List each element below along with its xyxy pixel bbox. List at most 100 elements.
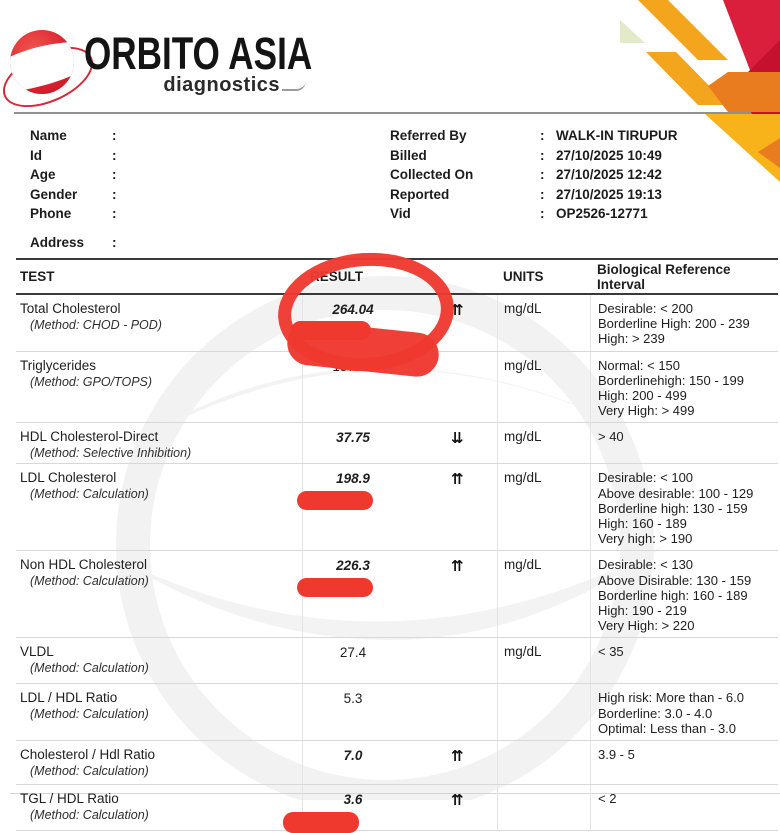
- abnormal-arrow-icon: ⇈: [451, 558, 464, 576]
- reference-line: Very High: > 499: [598, 403, 695, 419]
- test-cell: Non HDL Cholesterol (Method: Calculation…: [16, 551, 302, 637]
- reference-line: Borderlinehigh: 150 - 199: [598, 372, 744, 388]
- result-value: 7.0: [343, 748, 363, 764]
- field-label: Age: [30, 167, 56, 182]
- table-row: VLDL (Method: Calculation) 27.4 mg/dL: [16, 638, 778, 685]
- test-method: (Method: Calculation): [30, 661, 149, 676]
- patient-field-row: Name :: [30, 128, 128, 148]
- tagline-squiggle-icon: [282, 81, 306, 91]
- reference-line: > 40: [598, 429, 624, 445]
- field-label: Gender: [30, 186, 78, 202]
- reference-line: < 2: [598, 791, 617, 807]
- field-value: OP2526-12771: [556, 206, 648, 221]
- reference-line: Borderline High: 200 - 239: [598, 316, 750, 332]
- test-method: (Method: Calculation): [30, 707, 149, 722]
- field-colon: :: [112, 147, 117, 163]
- units-cell: mg/dL: [497, 423, 590, 464]
- reference-line: Very High: > 220: [598, 618, 695, 634]
- reference-line: Desirable: < 130: [598, 557, 694, 573]
- reference-line: High: 160 - 189: [598, 516, 687, 532]
- reference-line: High: 200 - 499: [598, 388, 687, 404]
- reference-cell: Normal: < 150 Borderlinehigh: 150 - 199 …: [590, 351, 778, 423]
- header-units: UNITS: [503, 269, 544, 284]
- red-marker-highlight: [297, 491, 373, 511]
- globe-icon: [10, 30, 74, 94]
- reference-line: < 35: [598, 644, 624, 660]
- reference-line: Above Disirable: 130 - 159: [598, 572, 752, 588]
- field-colon: :: [112, 167, 117, 182]
- test-name: VLDL: [20, 644, 54, 660]
- reference-cell: < 2: [590, 785, 778, 831]
- result-cell: 264.04 ⇈: [274, 247, 497, 379]
- red-marker-highlight: [283, 812, 359, 833]
- reference-line: High risk: More than - 6.0: [598, 690, 744, 706]
- reference-cell: 3.9 - 5: [590, 741, 778, 785]
- test-cell: LDL / HDL Ratio (Method: Calculation): [16, 684, 302, 740]
- reference-cell: Desirable: < 100 Above desirable: 100 - …: [590, 464, 778, 551]
- reference-line: Very high: > 190: [598, 531, 693, 547]
- field-label: Name: [30, 128, 67, 143]
- test-method: (Method: CHOD - POD): [30, 318, 162, 332]
- table-body: Total Cholesterol (Method: CHOD - POD) 2…: [16, 247, 778, 833]
- abnormal-arrow-icon: ⇈: [451, 792, 464, 810]
- test-cell: LDL Cholesterol (Method: Calculation): [16, 464, 302, 550]
- test-method: (Method: Calculation): [30, 487, 149, 502]
- header-reference: Biological Reference Interval: [597, 261, 731, 292]
- reference-line: Optimal: Less than - 3.0: [598, 720, 737, 736]
- result-value: 198.9: [336, 471, 370, 487]
- result-cell: 5.3: [302, 684, 497, 741]
- test-name: Non HDL Cholesterol: [20, 557, 148, 573]
- reference-line: Borderline high: 130 - 159: [598, 500, 748, 516]
- patient-info: Name : Id : Age : Gender: [30, 128, 128, 226]
- visit-field-row: Reported : 27/10/2025 19:13: [390, 187, 678, 207]
- test-cell: Cholesterol / Hdl Ratio (Method: Calcula…: [16, 741, 302, 784]
- visit-field-row: Referred By : WALK-IN TIRUPUR: [390, 128, 678, 148]
- field-label: Collected On: [390, 167, 474, 182]
- result-cell: 37.75 ⇊: [302, 423, 497, 464]
- field-colon: :: [112, 206, 117, 221]
- result-value: 37.75: [336, 430, 370, 446]
- reference-cell: > 40: [590, 423, 778, 464]
- units-cell: [497, 684, 590, 741]
- test-cell: TGL / HDL Ratio (Method: Calculation): [16, 785, 302, 830]
- test-name: LDL / HDL Ratio: [20, 690, 118, 706]
- reference-line: Above desirable: 100 - 129: [598, 485, 754, 501]
- reference-cell: < 35: [590, 638, 778, 684]
- table-row: LDL Cholesterol (Method: Calculation) 19…: [16, 464, 778, 552]
- test-method: (Method: Calculation): [30, 764, 149, 779]
- reference-line: Normal: < 150: [598, 357, 681, 373]
- field-colon: :: [112, 128, 117, 143]
- red-marker-highlight: [297, 578, 373, 598]
- field-label: Reported: [390, 186, 450, 202]
- field-colon: :: [112, 186, 117, 202]
- field-value: 27/10/2025 19:13: [556, 186, 662, 202]
- header-divider: [14, 112, 766, 114]
- reference-cell: High risk: More than - 6.0 Borderline: 3…: [590, 684, 778, 741]
- patient-field-row: Id :: [30, 148, 128, 168]
- table-row: LDL / HDL Ratio (Method: Calculation) 5.…: [16, 684, 778, 742]
- reference-line: Desirable: < 200: [598, 301, 694, 316]
- patient-field-row: Age :: [30, 167, 128, 187]
- test-method: (Method: GPO/TOPS): [30, 374, 153, 389]
- test-method: (Method: Calculation): [30, 808, 149, 823]
- abnormal-arrow-icon: ⇈: [451, 748, 464, 766]
- units-cell: mg/dL: [497, 351, 590, 423]
- units-cell: mg/dL: [497, 464, 590, 551]
- reference-line: Borderline: 3.0 - 4.0: [598, 705, 713, 721]
- field-value: WALK-IN TIRUPUR: [556, 128, 678, 143]
- result-cell: 3.6 ⇈: [283, 785, 497, 833]
- address-row: Address :: [30, 235, 128, 255]
- test-name: Cholesterol / Hdl Ratio: [20, 747, 156, 763]
- table-row: HDL Cholesterol-Direct (Method: Selectiv…: [16, 423, 778, 465]
- field-colon: :: [540, 147, 545, 163]
- abnormal-arrow-icon: ⇊: [451, 430, 464, 448]
- units-cell: mg/dL: [497, 295, 590, 351]
- brand-name: ORBITO ASIA: [84, 28, 313, 79]
- field-colon: :: [112, 235, 117, 250]
- field-label: Phone: [30, 206, 72, 221]
- reference-cell: Desirable: < 130 Above Disirable: 130 - …: [590, 551, 778, 638]
- field-value: 27/10/2025 10:49: [556, 147, 662, 163]
- field-value: 27/10/2025 12:42: [556, 167, 662, 182]
- result-cell: 27.4: [302, 638, 497, 684]
